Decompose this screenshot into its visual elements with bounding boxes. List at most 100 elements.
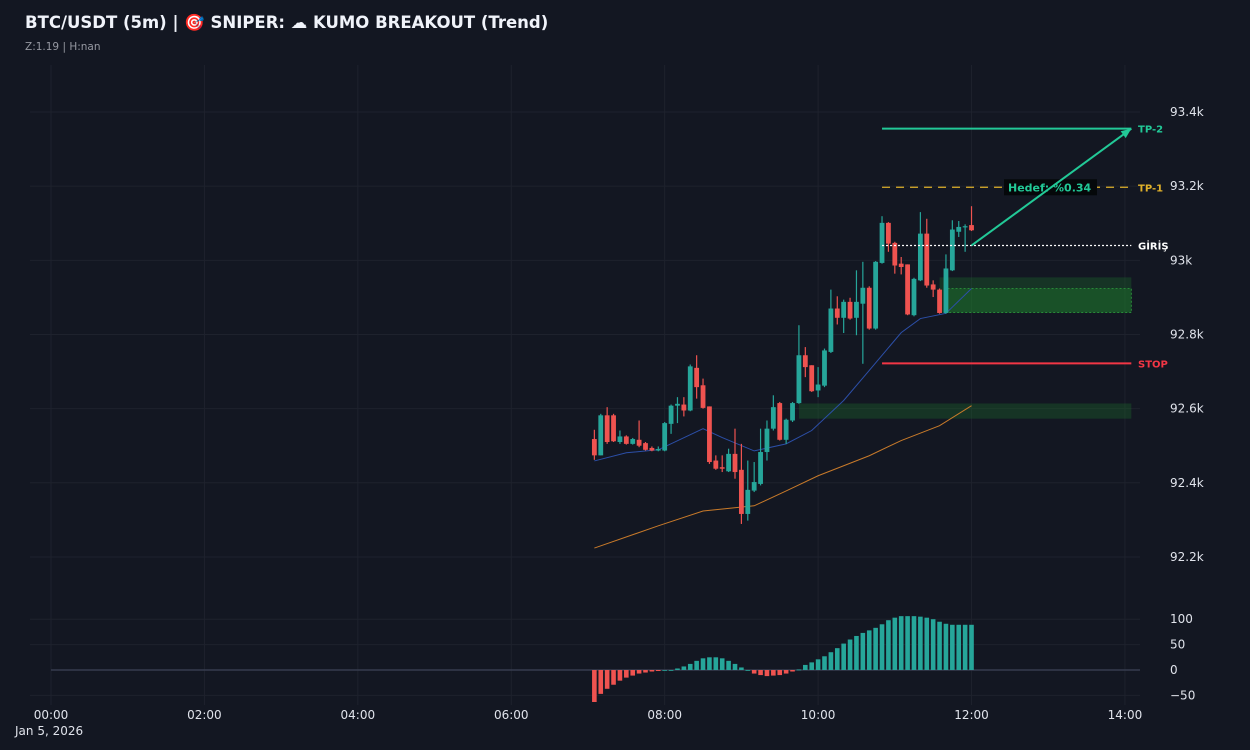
oscillator-bar xyxy=(803,664,808,670)
candle-body xyxy=(809,365,815,392)
oscillator-bar xyxy=(681,666,687,670)
candle-body xyxy=(643,443,648,450)
tp1-label: TP-1 xyxy=(1138,183,1163,194)
candle-body xyxy=(668,405,674,424)
candle-body xyxy=(770,407,776,429)
candle-body xyxy=(655,449,661,451)
candle-body xyxy=(860,287,866,304)
oscillator-bar xyxy=(956,624,962,670)
candle-body xyxy=(681,404,687,411)
x-tick-label: 06:00 xyxy=(494,708,529,722)
oscillator-bar xyxy=(604,670,610,689)
candle-body xyxy=(700,385,706,408)
x-tick-label: 02:00 xyxy=(187,708,222,722)
candle-body xyxy=(930,284,936,290)
y-tick-label: 93.4k xyxy=(1170,105,1204,119)
oscillator-bar xyxy=(598,670,604,694)
oscillator-bar xyxy=(675,668,680,670)
candle-body xyxy=(617,436,623,443)
candle-body xyxy=(732,453,738,473)
y-tick-label: 92.6k xyxy=(1170,402,1204,416)
candle-body xyxy=(822,350,827,386)
candle-body xyxy=(886,222,891,244)
candle-body xyxy=(751,482,757,491)
candle-body xyxy=(828,308,834,352)
target-arrow xyxy=(970,127,1132,247)
candle-body xyxy=(764,428,770,453)
oscillator-bar xyxy=(668,670,674,671)
candle-body xyxy=(943,268,949,313)
arrow-head-icon xyxy=(1120,128,1132,139)
oscillator-bar xyxy=(719,658,725,670)
oscillator-bar xyxy=(617,670,623,681)
oscillator-bar xyxy=(796,669,802,671)
oscillator-bar xyxy=(643,670,648,673)
oscillator-bar xyxy=(636,670,642,674)
candle-body xyxy=(854,301,859,318)
oscillator-bar xyxy=(879,624,885,670)
candle-body xyxy=(917,233,923,281)
oscillator-bar xyxy=(866,630,872,670)
candle-body xyxy=(694,367,700,388)
oscillator-bar xyxy=(707,657,712,670)
oscillator-bar xyxy=(783,670,789,674)
candle-body xyxy=(911,278,917,316)
y-tick-label: 92.2k xyxy=(1170,550,1204,564)
candle-body xyxy=(796,355,802,404)
entry-label: GİRİŞ xyxy=(1138,238,1169,252)
x-tick-label: 04:00 xyxy=(341,708,376,722)
oscillator-bar xyxy=(694,660,699,670)
oscillator-bar xyxy=(873,627,878,670)
candle-body xyxy=(969,225,974,231)
oscillator-bar xyxy=(630,670,636,676)
candle-body xyxy=(707,406,712,463)
oscillator-bar xyxy=(924,617,930,670)
candle-body xyxy=(726,453,732,472)
candle-body xyxy=(841,301,847,318)
ema-slow-line xyxy=(594,405,972,549)
oscillator-bar xyxy=(834,648,840,670)
order-block-zone xyxy=(939,277,1132,313)
oscillator-bar xyxy=(809,662,815,670)
candle-body xyxy=(662,423,668,451)
oscillator-bar xyxy=(860,632,866,670)
x-tick-label: 12:00 xyxy=(954,708,989,722)
oscillator-bar xyxy=(611,670,616,685)
order-block-zone xyxy=(798,403,1132,419)
candle-body xyxy=(847,301,853,319)
osc-y-tick-label: 100 xyxy=(1170,612,1193,626)
oscillator-bar xyxy=(943,623,949,670)
candle-body xyxy=(738,469,744,514)
oscillator-bar xyxy=(713,657,719,670)
stop-label: STOP xyxy=(1138,359,1168,370)
candle-body xyxy=(815,384,821,391)
candle-body xyxy=(956,226,962,232)
oscillator-bar xyxy=(758,670,763,676)
x-tick-label: 08:00 xyxy=(647,708,682,722)
y-tick-label: 93k xyxy=(1170,253,1192,267)
osc-y-tick-label: −50 xyxy=(1170,688,1195,702)
candle-body xyxy=(905,264,910,315)
oscillator-bar xyxy=(649,670,655,672)
candle-body xyxy=(892,242,898,266)
candle-body xyxy=(591,439,597,456)
oscillator-bar xyxy=(892,617,898,670)
order-block-inner-zone xyxy=(947,288,1132,314)
x-tick-label: 10:00 xyxy=(801,708,836,722)
y-tick-label: 92.8k xyxy=(1170,327,1204,341)
oscillator-bar xyxy=(592,670,597,703)
oscillator-bar xyxy=(822,656,827,670)
candle-body xyxy=(636,439,642,446)
candle-body xyxy=(962,226,968,228)
candle-body xyxy=(937,289,942,313)
oscillator-bar xyxy=(905,616,910,670)
oscillator-bar xyxy=(732,663,738,670)
candle-body xyxy=(758,452,763,484)
oscillator-bar xyxy=(898,616,904,670)
x-tick-label: 14:00 xyxy=(1108,708,1143,722)
candle-body xyxy=(802,355,808,368)
candle-body xyxy=(623,436,629,444)
date-label: Jan 5, 2026 xyxy=(14,724,83,738)
osc-y-tick-label: 50 xyxy=(1170,638,1185,652)
